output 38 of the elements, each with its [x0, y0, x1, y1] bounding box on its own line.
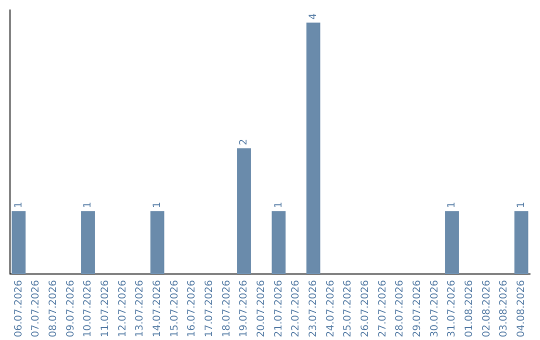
x-tick-label: 10.07.2026 [82, 280, 94, 338]
data-label: 1 [152, 202, 163, 208]
data-label: 1 [13, 202, 24, 208]
data-label: 1 [273, 202, 284, 208]
x-tick-label: 11.07.2026 [100, 280, 111, 338]
x-tick-label: 17.07.2026 [204, 280, 215, 338]
x-tick-label: 20.07.2026 [256, 280, 267, 338]
x-tick-label: 15.07.2026 [169, 280, 180, 338]
data-label: 2 [238, 138, 250, 146]
x-tick-label: 09.07.2026 [65, 280, 76, 338]
x-tick-label: 14.07.2026 [152, 280, 163, 338]
x-tick-label: 26.07.2026 [360, 280, 371, 338]
x-tick-label: 23.07.2026 [308, 280, 319, 338]
x-tick-label: 18.07.2026 [221, 280, 232, 338]
x-tick-label: 28.07.2026 [394, 280, 406, 338]
data-label: 1 [446, 202, 458, 208]
x-tick-label: 21.07.2026 [273, 280, 284, 338]
x-tick-label: 03.08.2026 [498, 280, 510, 338]
x-tick-label: 16.07.2026 [186, 280, 198, 338]
x-tick-label: 25.07.2026 [342, 280, 354, 338]
data-label: 1 [516, 202, 527, 208]
data-label: 1 [82, 202, 94, 208]
x-tick-label: 02.08.2026 [481, 280, 492, 338]
x-tick-label: 01.08.2026 [464, 280, 475, 338]
x-tick-label: 07.07.2026 [30, 280, 42, 338]
x-tick-label: 04.08.2026 [516, 280, 527, 338]
x-tick-label: 19.07.2026 [238, 280, 250, 338]
x-tick-label: 08.07.2026 [48, 280, 59, 338]
x-tick-label: 13.07.2026 [134, 280, 146, 338]
x-tick-label: 22.07.2026 [290, 280, 302, 338]
x-tick-label: 30.07.2026 [429, 280, 440, 338]
x-tick-label: 29.07.2026 [412, 280, 423, 338]
data-label: 4 [308, 13, 319, 20]
x-tick-label: 24.07.2026 [325, 280, 336, 338]
x-tick-label: 27.07.2026 [377, 280, 388, 338]
x-tick-label: 12.07.2026 [117, 280, 128, 338]
x-tick-label: 06.07.2026 [13, 280, 24, 338]
x-tick-label: 31.07.2026 [446, 280, 458, 338]
